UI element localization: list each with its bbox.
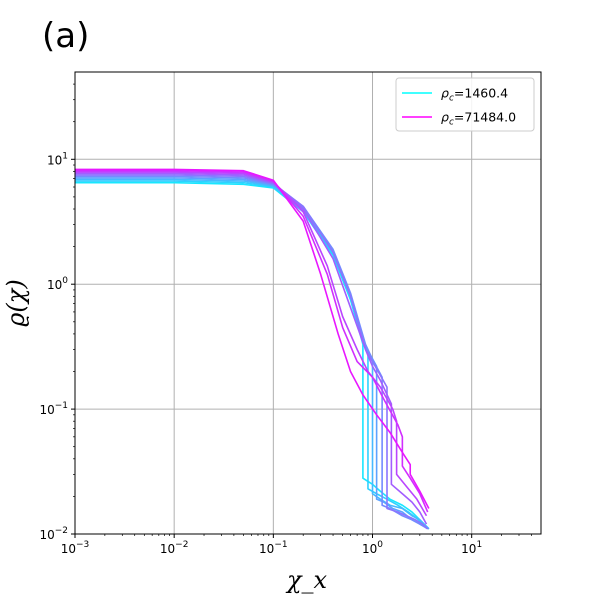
y-tick-label: 10−2 (39, 526, 68, 542)
y-tick-label: 100 (47, 276, 68, 292)
panel-label: (a) (42, 16, 89, 56)
legend-value-2: 71484.0 (464, 110, 516, 125)
axes-frame (74, 71, 542, 535)
series-group (75, 168, 430, 530)
x-tick-label: 10−3 (61, 540, 90, 556)
x-axis-label: χ_x (285, 566, 328, 594)
series-line-5 (75, 175, 429, 530)
y-axis-label: ϱ(χ) (2, 279, 30, 326)
x-tick-label: 101 (461, 540, 482, 556)
series-line-10 (75, 168, 430, 509)
legend: ρc=1460.4 ρc=71484.0 (395, 77, 535, 132)
y-tick-label: 101 (47, 151, 68, 167)
series-line-6 (75, 174, 429, 530)
series-line-8 (75, 171, 428, 517)
series-line-1 (75, 181, 430, 530)
series-line-7 (75, 172, 428, 525)
x-tick-label: 10−2 (160, 540, 189, 556)
legend-label-2: ρc=71484.0 (441, 110, 516, 128)
legend-value-1: 1460.4 (464, 86, 508, 101)
y-tick-label: 10−1 (39, 401, 68, 417)
x-tick-label: 10−1 (259, 540, 288, 556)
x-tick-label: 100 (362, 540, 383, 556)
series-line-9 (75, 169, 429, 513)
legend-label-1: ρc=1460.4 (441, 86, 508, 104)
